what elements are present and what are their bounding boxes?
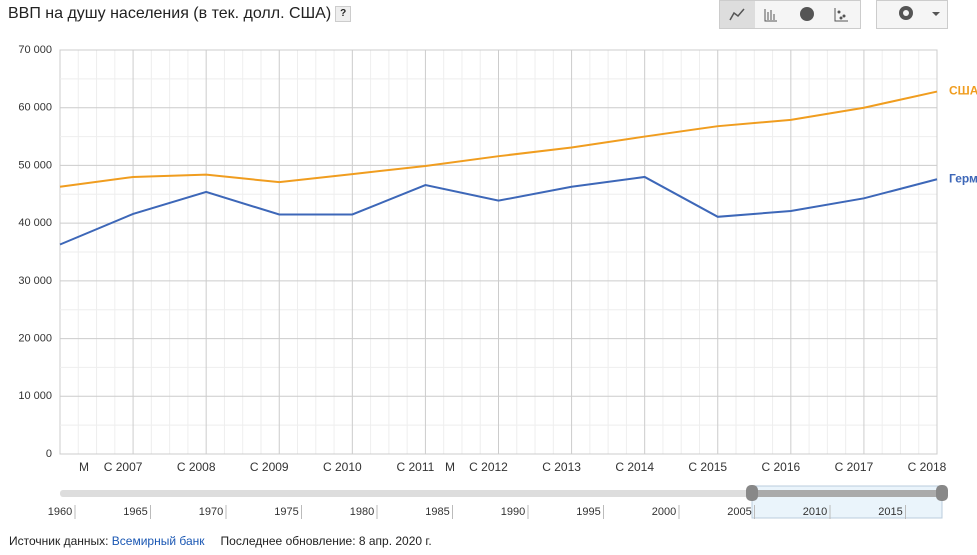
- gear-hole: [903, 10, 909, 16]
- x-tick-label: С 2010: [323, 460, 362, 474]
- source-link[interactable]: Всемирный банк: [111, 534, 205, 548]
- updated: Последнее обновление: 8 апр. 2020 г.: [220, 534, 432, 548]
- y-tick-label: 20 000: [18, 332, 52, 344]
- settings-icon: [899, 6, 940, 20]
- x-tick-label: С 2017: [835, 460, 874, 474]
- timeline-label: 1975: [274, 506, 298, 518]
- y-tick-label: 50 000: [18, 159, 52, 171]
- timeline-label: 1960: [48, 506, 72, 518]
- map-icon[interactable]: [800, 7, 814, 21]
- toolbar-icons: [720, 1, 848, 28]
- footer: Источник данных: Всемирный банк Последнее…: [9, 534, 432, 548]
- chart-type-toolbar[interactable]: [719, 0, 861, 29]
- timeline-label: 1980: [350, 506, 374, 518]
- title: ВВП на душу населения (в тек. долл. США): [8, 5, 332, 22]
- series-label: Герм: [949, 171, 977, 185]
- settings-button[interactable]: [876, 0, 948, 29]
- timeline-label: 2005: [727, 506, 751, 518]
- y-tick-label: 30 000: [18, 275, 52, 287]
- scatter-icon[interactable]: [834, 8, 848, 22]
- x-annotation: М: [79, 460, 89, 474]
- timeline-label: 2015: [878, 506, 902, 518]
- source-label: Источник данных:: [9, 534, 109, 548]
- x-tick-label: С 2009: [250, 460, 289, 474]
- timeline-track[interactable]: [60, 490, 942, 497]
- line-chart-button[interactable]: [720, 1, 755, 28]
- timeline-label: 1965: [123, 506, 147, 518]
- x-tick-label: С 2015: [688, 460, 727, 474]
- timeline-label: 1990: [501, 506, 525, 518]
- y-tick-label: 10 000: [18, 390, 52, 402]
- series-label: США: [949, 84, 977, 98]
- timeline-label: 1995: [576, 506, 600, 518]
- bar-icon[interactable]: [764, 9, 777, 22]
- timeline-label: 1985: [425, 506, 449, 518]
- timeline-handle[interactable]: [936, 485, 948, 501]
- timeline-selected-track: [752, 490, 942, 497]
- x-tick-label: С 2012: [469, 460, 508, 474]
- scatter-dot: [842, 14, 846, 18]
- timeline-label: 2000: [652, 506, 676, 518]
- y-tick-label: 60 000: [18, 102, 52, 114]
- series-line: [59, 90, 938, 188]
- x-tick-label: С 2011: [397, 460, 435, 474]
- line-icon: [729, 8, 745, 21]
- y-tick-label: 0: [46, 448, 52, 460]
- y-tick-label: 70 000: [18, 44, 52, 56]
- x-tick-label: С 2007: [104, 460, 143, 474]
- series-line: [59, 175, 938, 246]
- scatter-dot: [837, 10, 841, 14]
- timeline-label: 2010: [803, 506, 827, 518]
- x-tick-label: С 2018: [908, 460, 947, 474]
- scatter-dot: [839, 16, 843, 20]
- x-annotation: М: [445, 460, 455, 474]
- x-tick-label: С 2013: [542, 460, 581, 474]
- timeline-handle[interactable]: [746, 485, 758, 501]
- dropdown-arrow: [932, 12, 940, 16]
- help-button[interactable]: ?: [335, 5, 352, 22]
- timeline-label: 1970: [199, 506, 223, 518]
- title-bar: ВВП на душу населения (в тек. долл. США)…: [8, 5, 352, 23]
- x-tick-label: С 2016: [761, 460, 800, 474]
- x-tick-label: С 2008: [177, 460, 216, 474]
- x-tick-label: С 2014: [615, 460, 654, 474]
- chart: 0 10 000 20 000 30 000 40 000 50 000 60 000 70 …: [18, 44, 977, 519]
- y-tick-label: 40 000: [18, 217, 52, 229]
